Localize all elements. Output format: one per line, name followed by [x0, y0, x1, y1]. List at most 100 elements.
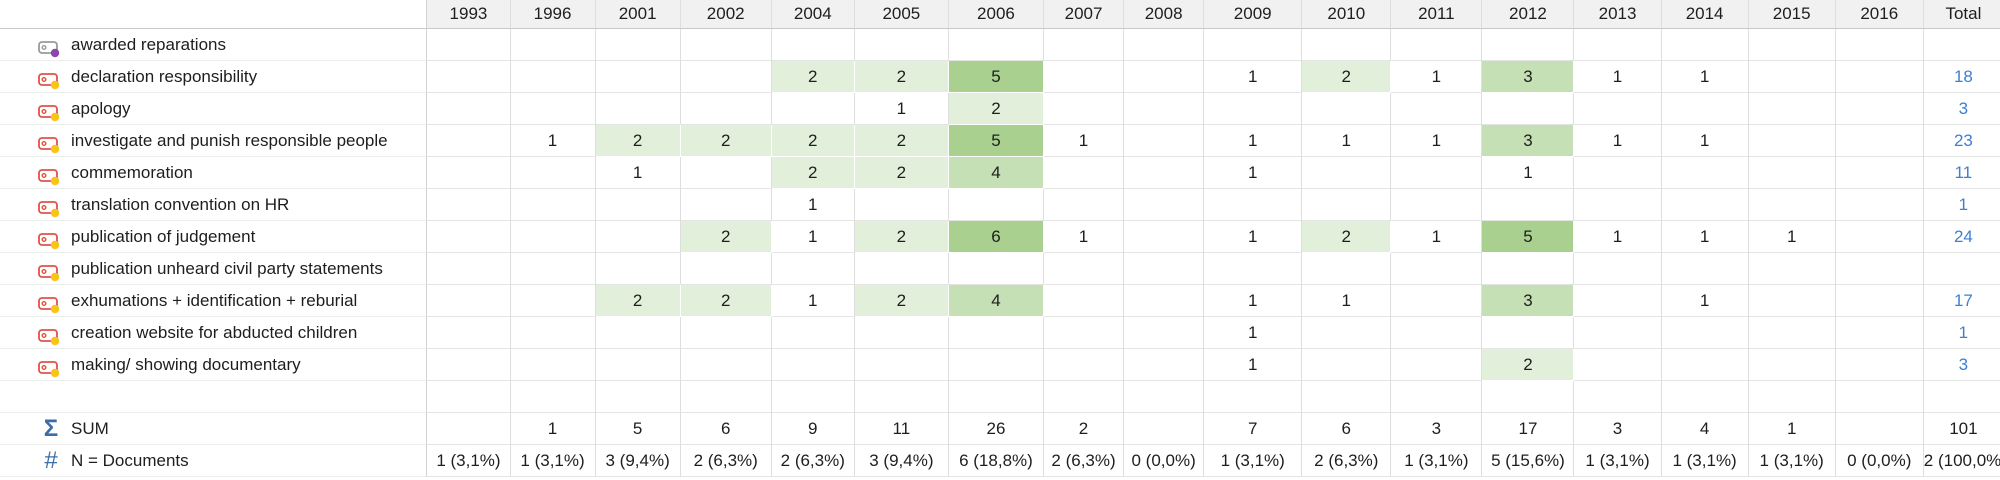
- matrix-cell[interactable]: [510, 221, 596, 253]
- docs-row-total[interactable]: 2 (100,0%): [1923, 445, 2000, 477]
- matrix-cell[interactable]: [1124, 285, 1205, 317]
- matrix-cell[interactable]: 6: [948, 221, 1044, 253]
- column-header-2014[interactable]: 2014: [1661, 0, 1749, 29]
- matrix-cell[interactable]: 1: [595, 157, 681, 189]
- matrix-cell[interactable]: [1482, 189, 1575, 221]
- matrix-cell[interactable]: [1124, 221, 1205, 253]
- matrix-cell[interactable]: [1835, 253, 1924, 285]
- matrix-cell[interactable]: [1748, 157, 1836, 189]
- matrix-cell[interactable]: [1482, 253, 1575, 285]
- matrix-cell[interactable]: [1482, 29, 1575, 61]
- matrix-cell[interactable]: [1204, 253, 1303, 285]
- matrix-cell[interactable]: [1044, 157, 1125, 189]
- sum-row-cell[interactable]: 2: [1044, 413, 1125, 445]
- sum-row-cell[interactable]: [1124, 413, 1205, 445]
- matrix-cell[interactable]: [680, 317, 772, 349]
- sum-row-cell[interactable]: 6: [1302, 413, 1392, 445]
- docs-row-cell[interactable]: 2 (6,3%): [1302, 445, 1392, 477]
- matrix-cell[interactable]: [1748, 125, 1836, 157]
- matrix-cell[interactable]: [948, 189, 1044, 221]
- matrix-cell[interactable]: 1: [1204, 285, 1303, 317]
- docs-row-cell[interactable]: 1 (3,1%): [1661, 445, 1749, 477]
- matrix-cell[interactable]: [1044, 253, 1125, 285]
- matrix-cell[interactable]: 2: [1302, 221, 1392, 253]
- docs-row-cell[interactable]: 5 (15,6%): [1482, 445, 1575, 477]
- matrix-cell[interactable]: [771, 349, 855, 381]
- matrix-cell[interactable]: [1124, 61, 1205, 93]
- matrix-cell[interactable]: [1302, 317, 1392, 349]
- matrix-cell[interactable]: [427, 29, 511, 61]
- code-row[interactable]: commemoration 1 2 2 4 1 1 11: [0, 157, 2000, 189]
- docs-row-cell[interactable]: 2 (6,3%): [680, 445, 772, 477]
- matrix-cell[interactable]: [1124, 349, 1205, 381]
- matrix-cell[interactable]: [1748, 285, 1836, 317]
- matrix-cell[interactable]: [854, 253, 949, 285]
- code-label-cell[interactable]: commemoration: [0, 157, 428, 189]
- docs-row-cell[interactable]: 3 (9,4%): [595, 445, 681, 477]
- matrix-cell[interactable]: 2: [854, 125, 949, 157]
- matrix-cell[interactable]: 1: [1574, 125, 1662, 157]
- matrix-cell[interactable]: 2: [771, 125, 855, 157]
- row-total-cell[interactable]: 1: [1923, 317, 2000, 349]
- matrix-cell[interactable]: [427, 221, 511, 253]
- matrix-cell[interactable]: [1302, 349, 1392, 381]
- column-header-2002[interactable]: 2002: [680, 0, 772, 29]
- matrix-cell[interactable]: 5: [948, 125, 1044, 157]
- matrix-cell[interactable]: 2: [595, 125, 681, 157]
- matrix-cell[interactable]: [427, 253, 511, 285]
- matrix-cell[interactable]: [948, 349, 1044, 381]
- code-label-cell[interactable]: publication of judgement: [0, 221, 428, 253]
- matrix-cell[interactable]: [595, 93, 681, 125]
- matrix-cell[interactable]: 2: [771, 157, 855, 189]
- matrix-cell[interactable]: [771, 317, 855, 349]
- code-label-cell[interactable]: declaration responsibility: [0, 61, 428, 93]
- matrix-cell[interactable]: [771, 29, 855, 61]
- matrix-cell[interactable]: 2: [680, 285, 772, 317]
- matrix-cell[interactable]: 2: [1482, 349, 1575, 381]
- matrix-cell[interactable]: [1748, 61, 1836, 93]
- matrix-cell[interactable]: [680, 93, 772, 125]
- matrix-cell[interactable]: [1661, 317, 1749, 349]
- matrix-cell[interactable]: [1574, 349, 1662, 381]
- matrix-cell[interactable]: [1044, 29, 1125, 61]
- matrix-cell[interactable]: [1835, 221, 1924, 253]
- matrix-cell[interactable]: [1302, 189, 1392, 221]
- matrix-cell[interactable]: 1: [771, 221, 855, 253]
- column-header-2008[interactable]: 2008: [1124, 0, 1205, 29]
- matrix-cell[interactable]: [1302, 157, 1392, 189]
- matrix-cell[interactable]: [771, 93, 855, 125]
- matrix-cell[interactable]: [680, 157, 772, 189]
- code-row[interactable]: publication of judgement 2 1 2 6 1 1 2 1 5 1 1 1 24: [0, 221, 2000, 253]
- matrix-cell[interactable]: [854, 29, 949, 61]
- matrix-cell[interactable]: [1124, 125, 1205, 157]
- row-total-cell[interactable]: 3: [1923, 349, 2000, 381]
- row-total-cell[interactable]: [1923, 29, 2000, 61]
- column-header-2005[interactable]: 2005: [854, 0, 949, 29]
- matrix-cell[interactable]: [1574, 93, 1662, 125]
- column-header-2015[interactable]: 2015: [1748, 0, 1836, 29]
- docs-row-cell[interactable]: 1 (3,1%): [1574, 445, 1662, 477]
- matrix-cell[interactable]: 2: [854, 61, 949, 93]
- matrix-cell[interactable]: [510, 317, 596, 349]
- column-header-1993[interactable]: 1993: [427, 0, 511, 29]
- matrix-cell[interactable]: [510, 253, 596, 285]
- code-row[interactable]: declaration responsibility 2 2 5 1 2 1 3 1 1 18: [0, 61, 2000, 93]
- sum-row-total[interactable]: 101: [1923, 413, 2000, 445]
- matrix-cell[interactable]: [1124, 29, 1205, 61]
- matrix-cell[interactable]: [1835, 285, 1924, 317]
- matrix-cell[interactable]: 1: [1302, 125, 1392, 157]
- docs-row-cell[interactable]: 1 (3,1%): [510, 445, 596, 477]
- matrix-cell[interactable]: 1: [1204, 61, 1303, 93]
- matrix-cell[interactable]: 1: [1574, 221, 1662, 253]
- matrix-cell[interactable]: 1: [1574, 61, 1662, 93]
- sum-row-cell[interactable]: 1: [510, 413, 596, 445]
- matrix-cell[interactable]: 1: [1748, 221, 1836, 253]
- matrix-cell[interactable]: [1835, 93, 1924, 125]
- matrix-cell[interactable]: [1574, 285, 1662, 317]
- matrix-cell[interactable]: [510, 93, 596, 125]
- docs-row-cell[interactable]: 0 (0,0%): [1835, 445, 1924, 477]
- matrix-cell[interactable]: 3: [1482, 285, 1575, 317]
- docs-row-cell[interactable]: 1 (3,1%): [1391, 445, 1483, 477]
- matrix-cell[interactable]: 2: [854, 157, 949, 189]
- column-header-2009[interactable]: 2009: [1204, 0, 1303, 29]
